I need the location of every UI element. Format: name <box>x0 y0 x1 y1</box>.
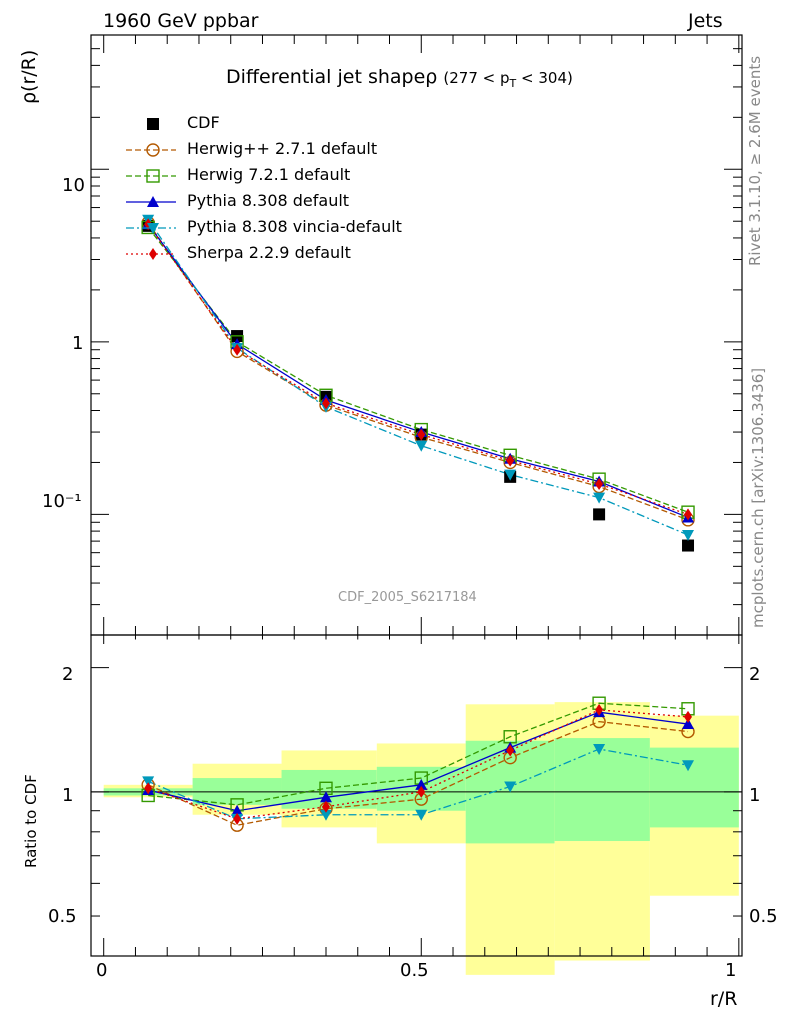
y-tick-label-1: 1 <box>72 333 84 354</box>
ratio-point-pythia-8-308-default <box>682 718 695 730</box>
ratio-point-pythia-8-308-vincia-default <box>319 809 332 821</box>
main-line-sherpa-2-2-9-default <box>147 223 689 516</box>
legend-symbol <box>126 248 176 260</box>
main-point-pythia-8-308-vincia-default <box>682 529 695 541</box>
header-left: 1960 GeV ppbar <box>103 10 259 32</box>
ratio-point-pythia-8-308-vincia-default <box>142 776 155 788</box>
ratio-point-pythia-8-308-default <box>319 791 332 803</box>
chart-title: Differential jet shapeρ (277 < pT < 304) <box>226 66 573 90</box>
main-point-cdf <box>682 539 695 552</box>
main-line-pythia-8-308-default <box>147 223 689 519</box>
legend-label: Herwig 7.2.1 default <box>187 165 351 184</box>
main-point-pythia-8-308-vincia-default <box>415 440 428 452</box>
series-markers <box>141 214 695 832</box>
legend-symbol <box>126 196 176 207</box>
legend-symbol <box>126 169 176 183</box>
ratio-point-pythia-8-308-vincia-default <box>415 809 428 821</box>
main-point-sherpa-2-2-9-default <box>233 343 242 356</box>
main-point-sherpa-2-2-9-default <box>595 478 604 491</box>
main-point-pythia-8-308-vincia-default <box>504 469 517 481</box>
legend-marker <box>147 196 159 207</box>
y-tick-label-0.1: 10⁻¹ <box>42 491 82 512</box>
ratio-point-pythia-8-308-vincia-default <box>682 760 695 772</box>
rivet-label: Rivet 3.1.10, ≥ 2.6M events <box>746 55 764 266</box>
main-point-sherpa-2-2-9-default <box>321 397 330 410</box>
plot-frames <box>90 34 743 957</box>
main-ylabel: ρ(r/R) <box>18 49 40 104</box>
header-right: Jets <box>688 10 723 32</box>
legend-marker <box>146 169 160 183</box>
legend-label: Pythia 8.308 vincia-default <box>187 217 402 236</box>
legend-marker <box>147 118 159 130</box>
chart-title-range: (277 < pT < 304) <box>443 69 573 90</box>
ratio-uncertainty-bands <box>103 702 739 975</box>
main-point-sherpa-2-2-9-default <box>506 454 515 467</box>
band-green <box>649 747 739 828</box>
main-line-herwig-2-7-1-default <box>147 222 689 521</box>
chart-title-text: Differential jet shapeρ <box>226 66 438 88</box>
ratio-point-pythia-8-308-vincia-default <box>504 781 517 793</box>
band-green <box>554 738 650 842</box>
x-tick-label-0: 0 <box>96 960 108 981</box>
watermark: CDF_2005_S6217184 <box>338 590 477 605</box>
ratio-point-sherpa-2-2-9-default <box>144 782 153 795</box>
ratio-tick-label-1-right: 1 <box>749 785 761 806</box>
ratio-ylabel: Ratio to CDF <box>22 774 40 868</box>
ratio-point-pythia-8-308-default <box>415 778 428 790</box>
ratio-point-sherpa-2-2-9-default <box>233 812 242 825</box>
main-point-cdf <box>593 508 606 521</box>
legend-symbol <box>126 223 176 234</box>
ratio-point-sherpa-2-2-9-default <box>321 800 330 813</box>
main-line-pythia-8-308-vincia-default <box>147 219 689 536</box>
legend-label: Herwig++ 2.7.1 default <box>187 139 378 158</box>
legend-symbol <box>126 143 176 157</box>
x-tick-label-0.5: 0.5 <box>400 960 429 981</box>
mcplots-label: mcplots.cern.ch [arXiv:1306.3436] <box>749 367 767 628</box>
axis-ticks <box>91 34 742 957</box>
ratio-line-herwig-7-2-1-default <box>148 702 689 806</box>
main-point-sherpa-2-2-9-default <box>417 428 426 441</box>
ratio-point-sherpa-2-2-9-default <box>684 710 693 723</box>
ratio-line-herwig-2-7-1-default <box>147 720 689 826</box>
ratio-point-sherpa-2-2-9-default <box>417 785 426 798</box>
ratio-tick-label-0.5-left: 0.5 <box>48 906 77 927</box>
ratio-point-pythia-8-308-default <box>231 804 244 816</box>
xlabel: r/R <box>710 988 738 1010</box>
legend-marker <box>146 143 160 157</box>
ratio-frame <box>90 634 743 957</box>
legend-label: Pythia 8.308 default <box>187 191 350 210</box>
ratio-tick-label-2-right: 2 <box>749 664 761 685</box>
main-point-pythia-8-308-vincia-default <box>593 492 606 504</box>
legend-symbol <box>147 118 159 130</box>
ratio-point-pythia-8-308-vincia-default <box>593 744 606 756</box>
x-tick-label-1: 1 <box>725 960 737 981</box>
legend-marker <box>149 248 157 260</box>
ratio-point-sherpa-2-2-9-default <box>506 744 515 757</box>
y-tick-label-10: 10 <box>62 175 85 196</box>
legend-label: Sherpa 2.2.9 default <box>187 243 351 262</box>
ratio-point-sherpa-2-2-9-default <box>595 703 604 716</box>
main-line-herwig-7-2-1-default <box>147 227 689 513</box>
ratio-tick-label-0.5-right: 0.5 <box>749 906 778 927</box>
legend-marker <box>147 223 159 234</box>
ratio-tick-label-1-left: 1 <box>62 785 74 806</box>
subscript: T <box>509 77 517 90</box>
ratio-tick-label-2-left: 2 <box>62 664 74 685</box>
main-point-sherpa-2-2-9-default <box>684 508 693 521</box>
legend-label: CDF <box>187 113 220 132</box>
